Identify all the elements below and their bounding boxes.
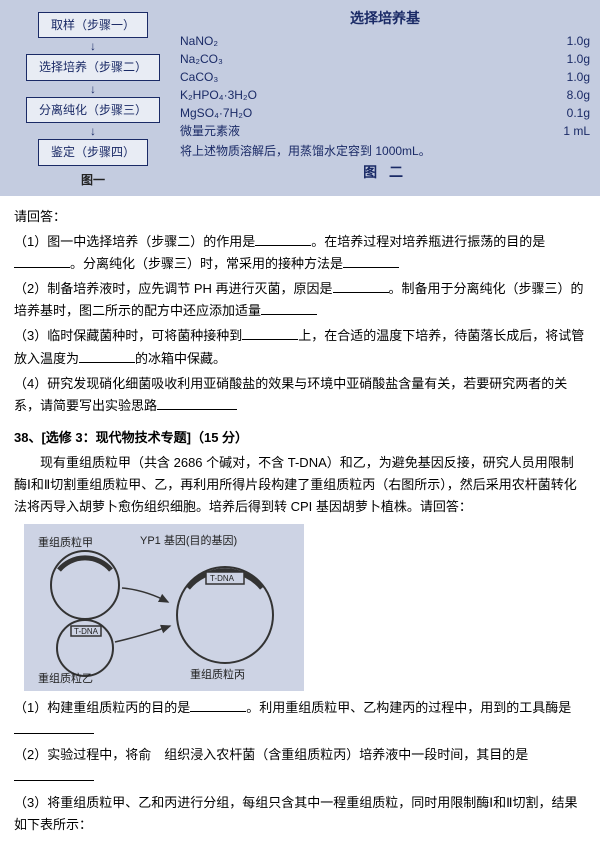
- q1-text-1: （1）图一中选择培养（步骤二）的作用是: [14, 234, 255, 249]
- q1-part3: （3）临时保藏菌种时，可将菌种接种到上，在合适的温度下培养，待菌落长成后，将试管…: [14, 325, 586, 369]
- flowchart-figure-1: 取样（步骤一） ↓ 选择培养（步骤二） ↓ 分离纯化（步骤三） ↓ 鉴定（步骤四…: [10, 8, 160, 190]
- q1-text-2: 。在培养过程对培养瓶进行振荡的目的是: [311, 234, 545, 249]
- plasmid-c-label: 重组质粒丙: [190, 667, 245, 681]
- flow-step-4: 鉴定（步骤四）: [38, 139, 148, 165]
- recipe-row: Na₂CO₃1.0g: [180, 50, 590, 68]
- blank-input[interactable]: [14, 768, 94, 781]
- plasmid-b-label: 重组质粒乙: [38, 671, 93, 685]
- q1-p3-3: 的冰箱中保藏。: [135, 351, 226, 366]
- question-prompt: 请回答：: [14, 206, 586, 228]
- figure-container: 取样（步骤一） ↓ 选择培养（步骤二） ↓ 分离纯化（步骤三） ↓ 鉴定（步骤四…: [0, 0, 600, 196]
- plasmid-svg: 重组质粒甲 YP1 基因(目的基因) T-DNA 重组质粒乙 T-DNA 重组质…: [30, 530, 298, 685]
- blank-input[interactable]: [157, 397, 237, 410]
- recipe-amount: 1.0g: [550, 32, 590, 50]
- plasmid-a-label: 重组质粒甲: [38, 535, 93, 549]
- blank-input[interactable]: [255, 233, 311, 246]
- flow-step-2: 选择培养（步骤二）: [26, 54, 160, 80]
- arrow-a-to-c: [122, 588, 168, 602]
- recipe-name: 微量元素液: [180, 122, 550, 140]
- flow-step-3: 分离纯化（步骤三）: [26, 97, 160, 123]
- figure-2-label: 图 二: [180, 162, 590, 183]
- blank-input[interactable]: [14, 721, 94, 734]
- q38-p1-1: （1）构建重组质粒丙的目的是: [14, 700, 190, 715]
- blank-input[interactable]: [79, 350, 135, 363]
- flow-arrow: ↓: [90, 125, 96, 137]
- recipe-amount: 0.1g: [550, 104, 590, 122]
- q38-part1: （1）构建重组质粒丙的目的是 。利用重组质粒甲、乙构建丙的过程中，用到的工具酶是: [14, 697, 586, 741]
- recipe-row: NaNO₂1.0g: [180, 32, 590, 50]
- plasmid-c-tdna-label: T-DNA: [210, 574, 235, 583]
- recipe-amount: 1 mL: [550, 122, 590, 140]
- flow-arrow: ↓: [90, 83, 96, 95]
- recipe-name: CaCO₃: [180, 68, 550, 86]
- q38-p1-2: 。利用重组质粒甲、乙构建丙的过程中，用到的工具酶是: [246, 700, 571, 715]
- recipe-name: Na₂CO₃: [180, 50, 550, 68]
- q1-p4-1: （4）研究发现硝化细菌吸收利用亚硝酸盐的效果与环境中亚硝酸盐含量有关，若要研究两…: [14, 376, 567, 413]
- flow-arrow: ↓: [90, 40, 96, 52]
- blank-input[interactable]: [190, 699, 246, 712]
- q38-part3: （3）将重组质粒甲、乙和丙进行分组，每组只含其中一程重组质粒，同时用限制酶Ⅰ和Ⅱ…: [14, 792, 586, 836]
- q1-part2: （2）制备培养液时，应先调节 PH 再进行灭菌，原因是。制备用于分离纯化（步骤三…: [14, 278, 586, 322]
- arrow-b-to-c: [115, 626, 170, 642]
- figure-1-label: 图一: [81, 170, 105, 190]
- blank-input[interactable]: [333, 280, 389, 293]
- q38-header: 38、[选修 3：现代物技术专题]（15 分）: [14, 427, 586, 449]
- recipe-figure-2: 选择培养基 NaNO₂1.0g Na₂CO₃1.0g CaCO₃1.0g K₂H…: [180, 8, 590, 190]
- recipe-amount: 8.0g: [550, 86, 590, 104]
- blank-input[interactable]: [14, 255, 70, 268]
- recipe-row: MgSO₄·7H₂O0.1g: [180, 104, 590, 122]
- blank-input[interactable]: [242, 327, 298, 340]
- q38-part2: （2）实验过程中，将俞 组织浸入农杆菌（含重组质粒丙）培养液中一段时间，其目的是: [14, 744, 586, 788]
- recipe-name: K₂HPO₄·3H₂O: [180, 86, 550, 104]
- recipe-name: MgSO₄·7H₂O: [180, 104, 550, 122]
- plasmid-a-circle: [51, 551, 119, 619]
- recipe-title: 选择培养基: [180, 8, 590, 29]
- recipe-name: NaNO₂: [180, 32, 550, 50]
- recipe-note: 将上述物质溶解后，用蒸馏水定容到 1000mL。: [180, 142, 590, 160]
- recipe-amount: 1.0g: [550, 50, 590, 68]
- flow-step-1: 取样（步骤一）: [38, 12, 148, 38]
- blank-input[interactable]: [261, 302, 317, 315]
- plasmid-b-tdna-label: T-DNA: [74, 627, 99, 636]
- recipe-amount: 1.0g: [550, 68, 590, 86]
- recipe-row: 微量元素液1 mL: [180, 122, 590, 140]
- plasmid-a-gene-arc: [59, 558, 111, 570]
- q38-p2-1: （2）实验过程中，将俞 组织浸入农杆菌（含重组质粒丙）培养液中一段时间，其目的是: [14, 747, 528, 762]
- q1-p3-1: （3）临时保藏菌种时，可将菌种接种到: [14, 328, 242, 343]
- recipe-row: CaCO₃1.0g: [180, 68, 590, 86]
- q1-p2-1: （2）制备培养液时，应先调节 PH 再进行灭菌，原因是: [14, 281, 333, 296]
- q38-intro: 现有重组质粒甲（共含 2686 个碱对，不含 T-DNA）和乙，为避免基因反接，…: [14, 452, 586, 518]
- q1-part4: （4）研究发现硝化细菌吸收利用亚硝酸盐的效果与环境中亚硝酸盐含量有关，若要研究两…: [14, 373, 586, 417]
- q1-part1: （1）图一中选择培养（步骤二）的作用是 。在培养过程对培养瓶进行振荡的目的是。分离…: [14, 231, 586, 275]
- q1-text-3: 。分离纯化（步骤三）时，常采用的接种方法是: [70, 256, 343, 271]
- plasmid-figure: 重组质粒甲 YP1 基因(目的基因) T-DNA 重组质粒乙 T-DNA 重组质…: [24, 524, 304, 691]
- blank-input[interactable]: [343, 255, 399, 268]
- recipe-row: K₂HPO₄·3H₂O8.0g: [180, 86, 590, 104]
- gene-label: YP1 基因(目的基因): [140, 533, 237, 547]
